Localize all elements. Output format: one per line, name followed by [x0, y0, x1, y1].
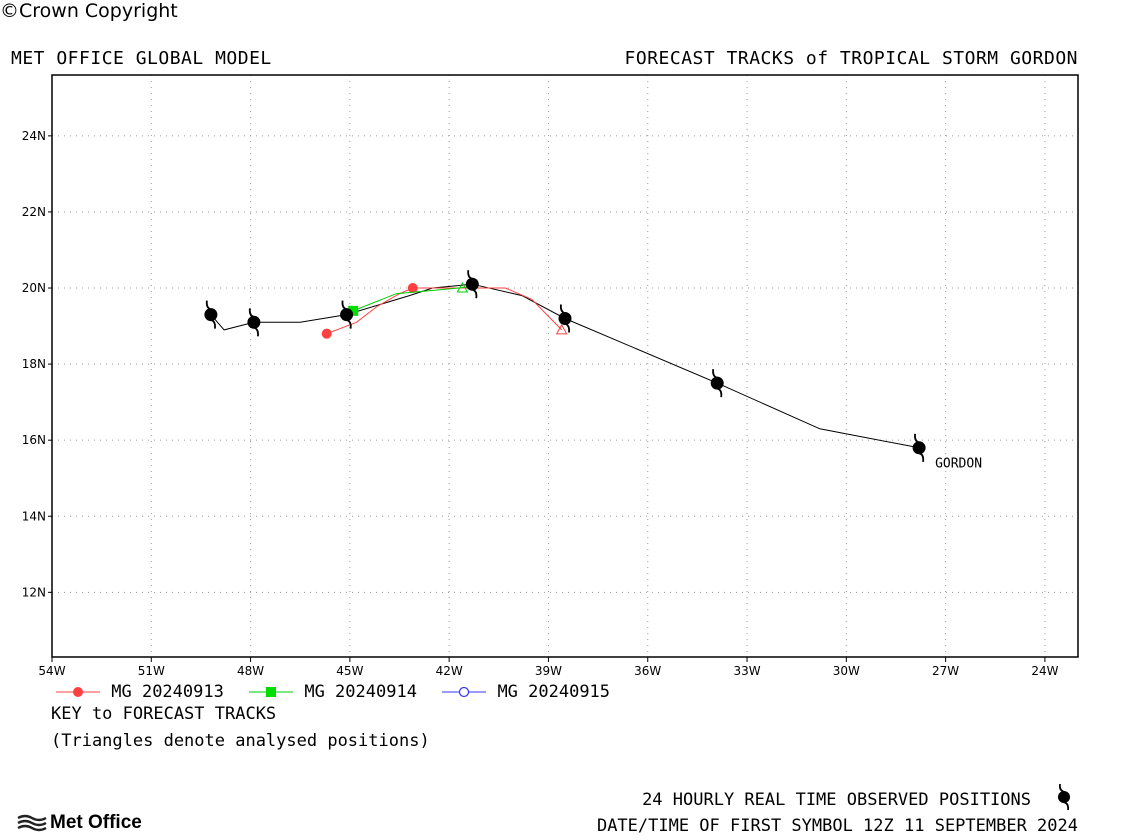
forecast-track-line: [326, 287, 563, 335]
x-tick-label: 39W: [535, 664, 562, 678]
first-symbol-datetime: DATE/TIME OF FIRST SYMBOL 12Z 11 SEPTEMB…: [596, 816, 1078, 836]
x-tick-label: 24W: [1031, 664, 1058, 678]
storm-symbol: [340, 300, 354, 329]
plot-frame: [51, 74, 1079, 658]
legend-swatch-square: [249, 687, 294, 697]
storm-symbol-core: [558, 312, 572, 325]
storm-symbol: [558, 304, 572, 333]
legend-entry-20240914: MG 20240914: [248, 682, 417, 702]
grid-layer: [52, 75, 1078, 657]
y-tick-label: 24N: [22, 129, 46, 143]
storm-symbol: [465, 270, 479, 299]
forecast-marker-square: [348, 305, 359, 316]
y-tick-label: 22N: [22, 205, 46, 219]
storm-symbol-core: [340, 308, 354, 322]
x-tick-label: 48W: [237, 664, 264, 678]
track-chart: GORDON 54W 51W 48W 45W 42W 39W 36W 33W 30W 27W 24W…: [22, 74, 1079, 678]
x-tick-label: 36W: [634, 664, 661, 678]
storm-symbol-core: [247, 315, 261, 329]
storm-symbol: [204, 300, 218, 329]
x-tick-label: 27W: [932, 664, 959, 678]
y-tick-label: 18N: [22, 357, 46, 371]
legend-label: MG 20240913: [111, 682, 224, 702]
track-layer: GORDON: [204, 270, 982, 471]
met-office-waves-icon: [17, 814, 47, 832]
forecast-marker-circle: [321, 328, 332, 339]
observed-positions-label: 24 HOURLY REAL TIME OBSERVED POSITIONS: [642, 790, 1031, 810]
key-note: (Triangles denote analysed positions): [51, 731, 430, 751]
x-tick-label: 42W: [436, 664, 463, 678]
legend-swatch-circle: [56, 687, 100, 697]
x-tick-label: 45W: [336, 664, 363, 678]
hurricane-symbol-icon: [1058, 783, 1070, 811]
forecast-marker-circle: [407, 283, 418, 294]
x-tick-label: 33W: [733, 664, 760, 678]
legend: MG 20240913 MG 20240914 MG 20240915: [55, 682, 624, 702]
storm-symbol: [710, 368, 724, 398]
storm-symbol-core: [710, 376, 724, 390]
forecast-track-line: [353, 285, 473, 312]
chart-right-title: FORECAST TRACKS of TROPICAL STORM GORDON: [624, 48, 1078, 69]
x-tick-label: 54W: [38, 664, 65, 678]
y-tick-label: 16N: [22, 433, 46, 447]
storm-symbol-core: [465, 277, 479, 291]
chart-left-title: MET OFFICE GLOBAL MODEL: [11, 48, 272, 69]
legend-label: MG 20240915: [497, 682, 611, 702]
x-tick-label: 51W: [138, 664, 165, 678]
met-office-logo: Met Office: [17, 812, 142, 834]
analysed-position-triangle: [555, 323, 568, 335]
copyright-notice: ©Crown Copyright: [0, 0, 178, 22]
legend-entry-20240913: MG 20240913: [55, 682, 224, 702]
y-tick-label: 14N: [22, 509, 46, 523]
storm-name-label: GORDON: [935, 456, 982, 471]
analysed-position-triangle: [456, 281, 469, 293]
storm-symbol-core: [204, 308, 218, 322]
legend-swatch-open-circle: [442, 686, 487, 698]
axis-layer: 54W 51W 48W 45W 42W 39W 36W 33W 30W 27W 24W 12N 14N 1…: [22, 129, 1059, 678]
y-tick-label: 12N: [22, 585, 46, 599]
legend-entry-20240915: MG 20240915: [441, 682, 610, 702]
y-tick-label: 20N: [22, 281, 46, 295]
storm-symbol: [912, 433, 926, 462]
legend-label: MG 20240914: [304, 682, 417, 702]
x-tick-label: 30W: [833, 664, 860, 678]
logo-text: Met Office: [50, 812, 142, 833]
key-title: KEY to FORECAST TRACKS: [51, 704, 277, 724]
storm-symbol-core: [912, 441, 926, 455]
observed-track-line: [210, 283, 920, 449]
storm-symbol: [247, 308, 261, 337]
